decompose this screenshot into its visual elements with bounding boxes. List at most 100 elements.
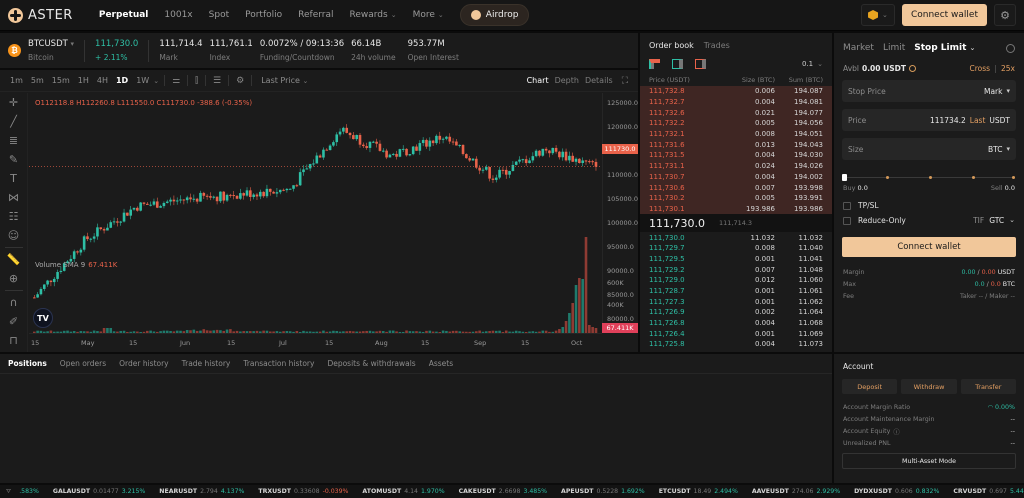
tab-transaction-history[interactable]: Transaction history	[243, 359, 315, 368]
ask-row[interactable]: 111,730.1 193.986 193.986	[649, 204, 823, 213]
stop-price-type-selector[interactable]: Mark	[983, 86, 1003, 96]
connect-wallet-button[interactable]: Connect wallet	[901, 4, 987, 26]
withdraw-button[interactable]: Withdraw	[901, 379, 957, 394]
view-both-icon[interactable]	[649, 58, 660, 69]
timeframe-5m[interactable]: 5m	[30, 76, 44, 85]
ticker-item[interactable]: AAVEUSDT 274.06 2.929%	[751, 488, 841, 495]
price-axis[interactable]: 125000.0120000.0115000.0110000.0105000.0…	[602, 93, 638, 333]
precision-selector[interactable]: 0.1 ⌄	[801, 59, 823, 68]
ticker-item[interactable]: ATOMUSDT 4.14 1.970%	[362, 488, 445, 495]
bid-row[interactable]: 111,729.2 0.007 11.048	[649, 265, 823, 274]
pattern-icon[interactable]: ⋈	[8, 191, 19, 204]
ticker-item[interactable]: ETCUSDT 18.49 2.494%	[658, 488, 738, 495]
size-slider[interactable]	[842, 174, 1015, 182]
tab-assets[interactable]: Assets	[428, 359, 454, 368]
leverage-button[interactable]: 25x	[1001, 64, 1015, 73]
bid-row[interactable]: 111,730.0 11.032 11.032	[649, 233, 823, 242]
time-axis[interactable]: 15 May 15 Jun 15 Jul 15 Aug 15 Sep 15 Oct	[29, 333, 602, 352]
settings-button[interactable]: ⚙	[994, 4, 1016, 26]
ticker-item[interactable]: NEARUSDT 2.794 4.137%	[159, 488, 245, 495]
multi-asset-mode-button[interactable]: Multi-Asset Mode	[842, 453, 1016, 469]
fullscreen-icon[interactable]: ⛶	[621, 75, 628, 86]
bid-row[interactable]: 111,729.0 0.012 11.060	[649, 276, 823, 285]
bid-row[interactable]: 111,726.9 0.002 11.064	[649, 308, 823, 317]
nav-link-1001x[interactable]: 1001x	[164, 10, 193, 20]
slider-thumb[interactable]	[842, 174, 847, 181]
bid-row[interactable]: 111,726.4 0.001 11.069	[649, 329, 823, 338]
magnet-icon[interactable]: ∩	[9, 296, 18, 309]
tradingview-logo[interactable]: TV	[33, 308, 53, 328]
trend-line-icon[interactable]: ╱	[10, 115, 17, 128]
airdrop-button[interactable]: Airdrop	[459, 4, 530, 26]
timeframe-1D[interactable]: 1D	[115, 76, 129, 85]
filter-icon[interactable]: ⛛	[6, 487, 12, 495]
view-bids-icon[interactable]	[672, 58, 683, 69]
crosshair-icon[interactable]: ✛	[8, 96, 19, 109]
bid-row[interactable]: 111,728.7 0.001 11.061	[649, 287, 823, 296]
brush-icon[interactable]: ✎	[8, 153, 19, 166]
stop-price-input[interactable]: Stop Price Mark ▾	[842, 80, 1016, 102]
ruler-icon[interactable]: 📏	[6, 253, 21, 266]
ask-row[interactable]: 111,731.1 0.024 194.026	[649, 162, 823, 171]
ask-row[interactable]: 111,732.1 0.008 194.051	[649, 130, 823, 139]
ask-row[interactable]: 111,730.6 0.007 193.998	[649, 183, 823, 192]
ask-row[interactable]: 111,732.2 0.005 194.056	[649, 119, 823, 128]
brand-logo[interactable]: ASTER	[8, 7, 73, 23]
margin-mode-button[interactable]: Cross	[969, 64, 991, 73]
bid-row[interactable]: 111,725.8 0.004 11.073	[649, 340, 823, 349]
tab-trade-history[interactable]: Trade history	[181, 359, 231, 368]
tab-order-history[interactable]: Order history	[119, 359, 169, 368]
tpsl-checkbox[interactable]: TP/SL	[834, 201, 1024, 210]
chart-settings-icon[interactable]: ⚙	[236, 75, 245, 86]
tab-trades[interactable]: Trades	[703, 41, 730, 50]
ask-row[interactable]: 111,730.7 0.004 194.002	[649, 172, 823, 181]
fib-retracement-icon[interactable]: ≣	[8, 134, 19, 147]
bid-row[interactable]: 111,729.7 0.008 11.040	[649, 244, 823, 253]
price-type-selector[interactable]: Last Price ⌄	[261, 76, 309, 85]
last-price-button[interactable]: Last	[969, 115, 986, 125]
view-asks-icon[interactable]	[695, 58, 706, 69]
bid-row[interactable]: 111,726.8 0.004 11.068	[649, 319, 823, 328]
timeframe-more-icon[interactable]: ⌄	[153, 76, 160, 85]
connect-wallet-order-button[interactable]: Connect wallet	[842, 237, 1016, 257]
price-input[interactable]: Price 111734.2 Last USDT	[842, 109, 1016, 131]
ask-row[interactable]: 111,731.5 0.004 194.030	[649, 151, 823, 160]
timeframe-4H[interactable]: 4H	[96, 76, 108, 85]
nav-link-referral[interactable]: Referral	[298, 10, 334, 20]
symbol-selector[interactable]: BTCUSDT ▾ Bitcoin	[28, 39, 74, 62]
text-icon[interactable]: T	[10, 172, 17, 185]
network-selector[interactable]: ⌄	[860, 4, 895, 26]
nav-link-portfolio[interactable]: Portfolio	[245, 10, 283, 20]
timeframe-1m[interactable]: 1m	[10, 76, 23, 85]
tab-depth[interactable]: Depth	[554, 76, 579, 85]
lock-drawing-icon[interactable]: ✐	[8, 315, 19, 328]
ticker-item[interactable]: GALAUSDT 0.01477 3.215%	[52, 488, 146, 495]
ticker-item[interactable]: APEUSDT 0.5228 1.692%	[561, 488, 645, 495]
tab-open-orders[interactable]: Open orders	[59, 359, 107, 368]
tab-chart[interactable]: Chart	[526, 76, 549, 85]
size-unit-selector[interactable]: BTC	[987, 144, 1003, 154]
ask-row[interactable]: 111,732.8 0.006 194.087	[649, 87, 823, 96]
ticker-item[interactable]: TRXUSDT 0.33608 -0.039%	[258, 488, 349, 495]
ticker-item[interactable]: DYDXUSDT 0.606 0.832%	[854, 488, 940, 495]
tab-deposits-withdrawals[interactable]: Deposits & withdrawals	[327, 359, 416, 368]
timeframe-15m[interactable]: 15m	[51, 76, 70, 85]
templates-icon[interactable]: ☰	[213, 75, 222, 86]
transfer-button[interactable]: Transfer	[960, 379, 1016, 394]
tab-details[interactable]: Details	[584, 76, 613, 85]
info-icon[interactable]	[1006, 43, 1015, 53]
info-icon[interactable]: ⓘ	[893, 428, 900, 436]
ask-row[interactable]: 111,732.6 0.021 194.077	[649, 108, 823, 117]
price-value[interactable]: 111734.2	[929, 115, 966, 125]
size-input[interactable]: Size BTC ▾	[842, 138, 1016, 160]
nav-link-spot[interactable]: Spot	[208, 10, 230, 20]
candle-type-icon[interactable]: ⫿	[195, 75, 199, 86]
nav-link-more[interactable]: More ⌄	[412, 10, 444, 20]
nav-link-rewards[interactable]: Rewards ⌄	[349, 10, 397, 20]
bid-row[interactable]: 111,729.5 0.001 11.041	[649, 254, 823, 263]
reduce-only-checkbox[interactable]	[843, 216, 851, 225]
tab-limit[interactable]: Limit	[882, 43, 906, 53]
emoji-icon[interactable]: ☺	[7, 229, 20, 242]
